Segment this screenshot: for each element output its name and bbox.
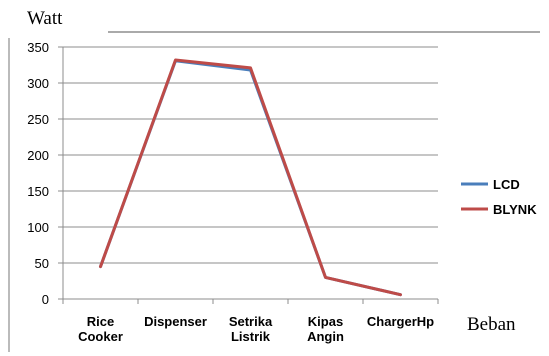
axes: [62, 47, 439, 304]
series-line-blynk: [99, 58, 402, 297]
x-tick-label-line: Rice: [87, 314, 114, 329]
legend: LCD BLYNK: [461, 177, 537, 217]
x-tick-label: Dispenser: [144, 314, 207, 329]
y-tick-label: 0: [42, 292, 49, 307]
x-tick-label: ChargerHp: [367, 314, 434, 329]
x-tick-label-line: Kipas: [308, 314, 343, 329]
x-tick-label: Rice Cooker: [78, 314, 123, 344]
x-tick-label-line: Cooker: [78, 329, 123, 344]
legend-label-lcd: LCD: [493, 177, 520, 192]
x-tick-labels: Rice Cooker Dispenser Setrika Listrik Kipas An…: [78, 314, 434, 344]
x-tick-label-line: Angin: [307, 329, 344, 344]
y-tick-label: 350: [27, 40, 49, 55]
legend-label-blynk: BLYNK: [493, 202, 537, 217]
x-tick-label-line: Dispenser: [144, 314, 207, 329]
y-tick-label: 250: [27, 112, 49, 127]
y-tick-label: 200: [27, 148, 49, 163]
y-axis-title: Watt: [27, 8, 63, 29]
y-tick-label: 150: [27, 184, 49, 199]
gridlines: [63, 46, 438, 264]
series-line-lcd: [99, 59, 402, 297]
x-tick-label-line: Listrik: [231, 329, 271, 344]
y-tick-label: 300: [27, 76, 49, 91]
x-axis-title: Beban: [467, 314, 516, 335]
y-tick-label: 100: [27, 220, 49, 235]
x-tick-label-line: ChargerHp: [367, 314, 434, 329]
x-tick-label: Kipas Angin: [307, 314, 344, 344]
x-tick-label-line: Setrika: [229, 314, 273, 329]
y-tick-labels: 0 50 100 150 200 250 300 350: [27, 40, 63, 307]
series-lines: [99, 58, 402, 297]
x-tick-label: Setrika Listrik: [229, 314, 273, 344]
y-tick-label: 50: [35, 256, 49, 271]
